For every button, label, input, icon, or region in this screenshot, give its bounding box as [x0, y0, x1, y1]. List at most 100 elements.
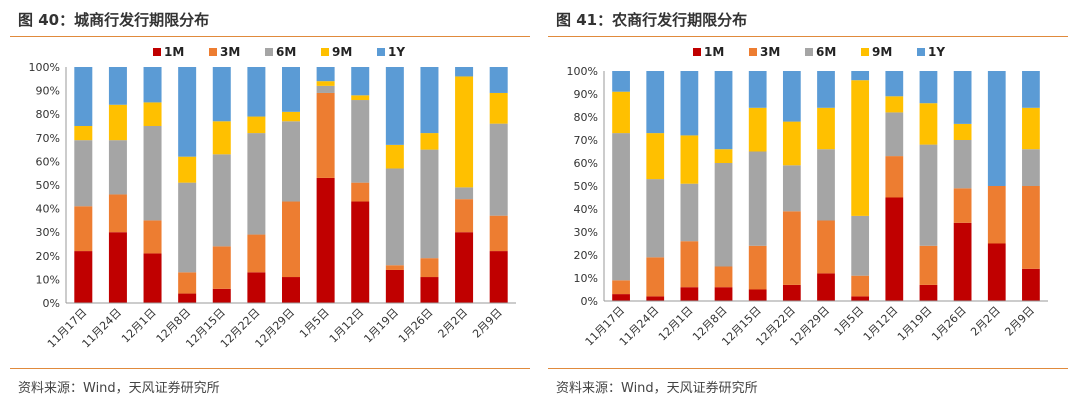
y-tick-label: 40%	[574, 203, 598, 216]
stacked-bar-chart-rural-banks: 1M 3M 6M 9M 1Y 0% 10% 20% 30% 40% 50% 60% 70% 80% 90% 1…	[567, 45, 1048, 348]
bar-segment-1m	[212, 288, 231, 303]
bar-segment-3m	[385, 265, 404, 270]
bar-segment-1m	[178, 293, 197, 303]
bar-segment-6m	[351, 100, 370, 183]
bar-segment-1y	[817, 71, 835, 108]
bar-segment-9m	[212, 121, 231, 155]
bar-segment-3m	[247, 234, 266, 273]
bar-segment-9m	[851, 80, 870, 216]
y-tick-label: 20%	[36, 250, 60, 263]
bar-segment-6m	[282, 121, 300, 202]
bar-segment-6m	[385, 168, 404, 266]
bar-segment-1m	[714, 287, 733, 301]
bar-segment-9m	[108, 104, 127, 141]
bar-segment-1y	[385, 67, 404, 145]
bar-segment-1m	[489, 251, 508, 303]
x-tick-label: 2月9日	[1002, 304, 1037, 339]
bar-segment-3m	[74, 206, 93, 252]
bar-segment-1m	[316, 177, 335, 303]
bar-segment-1m	[74, 251, 93, 303]
bar-segment-3m	[646, 257, 665, 297]
bar-segment-1y	[748, 71, 767, 108]
bar-segment-1y	[455, 67, 474, 77]
y-tick-label: 100%	[567, 65, 598, 78]
x-tick-label: 1月26日	[396, 306, 436, 346]
bar-segment-1m	[351, 201, 370, 303]
bar-segment-6m	[953, 140, 972, 189]
y-tick-label: 10%	[574, 272, 598, 285]
bar-segment-9m	[385, 144, 404, 169]
bar-segment-9m	[748, 107, 767, 152]
bar-segment-1y	[74, 67, 93, 126]
chart-panel-city-banks: 图 40：城商行发行期限分布 1M 3M 6M 9M 1Y 0% 10% 20% 30% 40% 5…	[10, 0, 530, 406]
bar-segment-3m	[143, 220, 162, 254]
bar-segment-6m	[420, 149, 439, 259]
bar-segment-1m	[108, 232, 127, 303]
legend-swatch-9m	[321, 48, 329, 56]
chart-panel-rural-banks: 图 41：农商行发行期限分布 1M 3M 6M 9M 1Y 0% 10% 20% 30% 40% 5…	[548, 0, 1068, 406]
y-tick-label: 30%	[574, 226, 598, 239]
bar-segment-3m	[282, 201, 300, 278]
bar-segment-1m	[748, 289, 767, 301]
y-tick-label: 0%	[581, 295, 598, 308]
y-tick-label: 60%	[574, 157, 598, 170]
bar-segment-3m	[455, 199, 474, 233]
bar-segment-9m	[247, 116, 266, 134]
bar-segment-1y	[143, 67, 162, 103]
bar-segment-1y	[987, 71, 1006, 186]
bar-segment-6m	[782, 165, 801, 212]
bar-segment-6m	[178, 182, 197, 273]
y-tick-label: 40%	[36, 203, 60, 216]
bar-segment-1m	[885, 197, 904, 301]
legend-swatch-6m	[805, 48, 813, 56]
bar-segment-9m	[953, 123, 972, 140]
bar-segment-6m	[489, 123, 508, 216]
bar-segment-1y	[885, 71, 904, 97]
y-tick-label: 90%	[574, 88, 598, 101]
bar-segment-1y	[953, 71, 972, 124]
legend-swatch-1y	[377, 48, 385, 56]
bar-segment-1m	[919, 284, 938, 301]
bar-segment-9m	[782, 121, 801, 166]
y-tick-label: 20%	[574, 249, 598, 262]
bar-segment-1y	[489, 67, 508, 93]
bar-segment-6m	[714, 163, 733, 267]
bar-segment-9m	[74, 126, 93, 141]
bar-segment-1m	[646, 296, 665, 301]
bar-segment-1y	[247, 67, 266, 117]
bar-segment-9m	[316, 81, 335, 86]
y-tick-label: 30%	[36, 226, 60, 239]
y-tick-label: 50%	[574, 180, 598, 193]
bar-segment-3m	[919, 245, 938, 285]
bar-segment-1m	[782, 284, 801, 301]
bar-segment-9m	[455, 76, 474, 188]
stacked-bar-chart-city-banks: 1M 3M 6M 9M 1Y 0% 10% 20% 30% 40% 50% 60% 70% 80% 90% 1…	[29, 45, 516, 350]
legend-label-6m: 6M	[276, 45, 296, 59]
bar-segment-1y	[212, 67, 231, 122]
bar-segment-3m	[748, 245, 767, 290]
source-note: 资料来源：Wind，天风证券研究所	[18, 381, 220, 396]
bar-segment-3m	[885, 156, 904, 198]
bar-segment-9m	[420, 133, 439, 150]
bottom-rule	[548, 368, 1068, 369]
y-tick-label: 60%	[36, 155, 60, 168]
bar-segment-3m	[987, 186, 1006, 244]
bar-segment-1m	[851, 296, 870, 301]
bar-segment-9m	[282, 111, 300, 122]
bar-segment-1m	[612, 294, 630, 301]
bar-segment-9m	[351, 95, 370, 101]
bar-segment-6m	[817, 149, 835, 221]
bar-segment-3m	[212, 246, 231, 289]
bar-segment-1y	[316, 67, 335, 82]
bar-segment-9m	[817, 107, 835, 150]
bar-segment-6m	[612, 133, 630, 281]
x-tick-label: 1月12日	[861, 304, 901, 344]
legend-swatch-9m	[861, 48, 869, 56]
bar-segment-3m	[1022, 186, 1040, 269]
top-rule	[548, 36, 1068, 37]
y-tick-label: 80%	[574, 111, 598, 124]
bar-segment-1m	[385, 269, 404, 303]
bar-segment-6m	[247, 133, 266, 235]
x-tick-label: 1月26日	[929, 304, 969, 344]
y-tick-label: 10%	[36, 273, 60, 286]
